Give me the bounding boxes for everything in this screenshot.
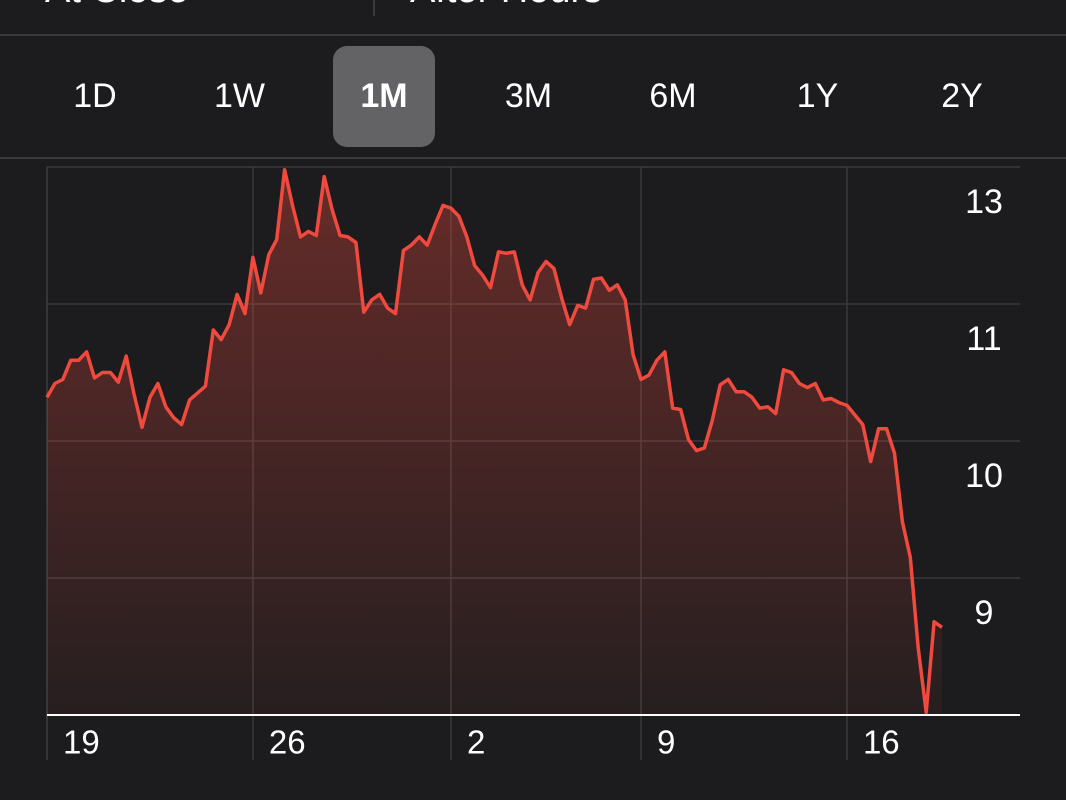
tab[interactable]: 1D (73, 77, 116, 115)
tab-selected[interactable]: 1M (360, 77, 407, 115)
y-tick-label: 11 (966, 320, 1001, 358)
y-tick-label: 9 (975, 594, 994, 632)
header-left: At Close (45, 0, 189, 11)
x-tick-label: 2 (467, 724, 485, 761)
header-right: After Hours (410, 0, 602, 11)
tab[interactable]: 1Y (797, 77, 839, 115)
x-tick-label: 16 (863, 724, 900, 761)
selected-tab-bg (333, 46, 435, 147)
range-tabs: 1D 1W 1M 3M 6M 1Y 2Y (73, 46, 983, 147)
tab[interactable]: 2Y (941, 77, 983, 115)
x-tick-label: 26 (269, 724, 306, 761)
x-tick-label: 19 (63, 724, 100, 761)
tab[interactable]: 1W (214, 77, 265, 115)
y-tick-label: 10 (965, 457, 1003, 495)
y-tick-label: 13 (965, 183, 1003, 221)
tab[interactable]: 3M (505, 77, 552, 115)
x-tick-label: 9 (657, 724, 675, 761)
price-line (45, 167, 943, 715)
area-fill (47, 169, 942, 715)
chart: 19 26 2 9 16 13 11 10 9 (45, 166, 1020, 761)
tab[interactable]: 6M (649, 77, 696, 115)
